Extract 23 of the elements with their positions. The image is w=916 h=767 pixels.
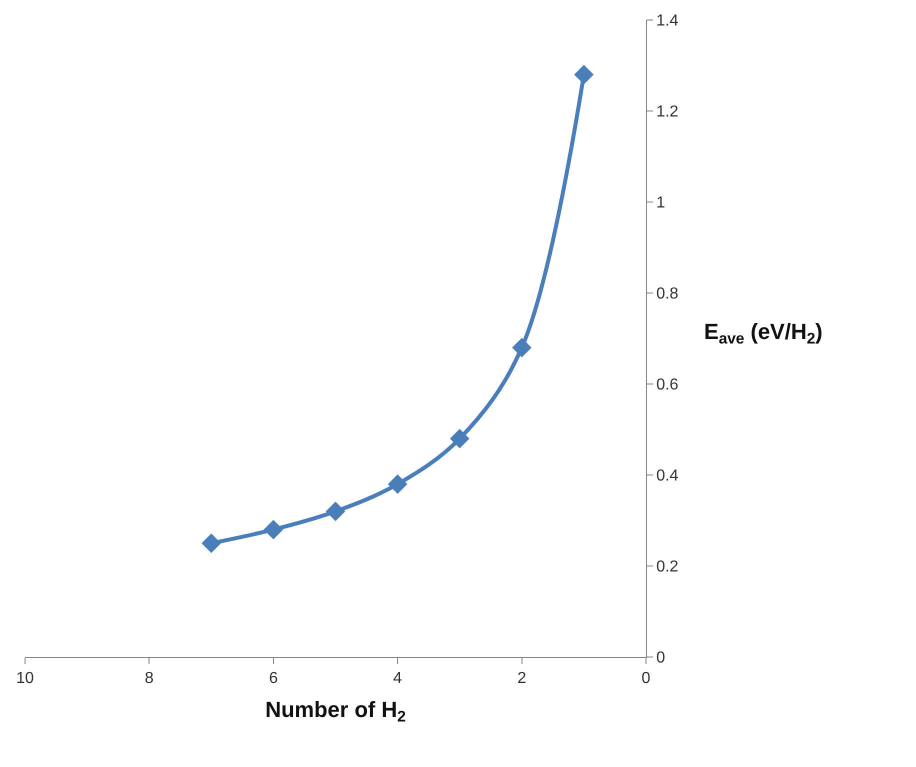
x-tick-label: 6 (268, 670, 278, 688)
point (574, 64, 594, 84)
y-tick-label: 0.6 (656, 376, 679, 394)
x-tick-label: 2 (517, 670, 526, 688)
point (388, 474, 408, 494)
x-tick-label: 4 (393, 670, 402, 688)
x-tick-label: 10 (16, 670, 34, 688)
y-tick-label: 1.4 (656, 12, 679, 30)
y-tick-label: 0.8 (656, 286, 679, 303)
y-axis-title: E$_{ave}$ (eV/H$_{2}$) (704, 319, 823, 348)
y-tick-label: 0.4 (656, 468, 679, 485)
y-tick-label: 0.2 (656, 558, 679, 576)
x-axis-title: Number of H$_{2}$ (265, 697, 406, 726)
point (450, 428, 470, 448)
y-tick-label: 0 (656, 650, 666, 667)
y-tick-label: 1 (656, 194, 666, 212)
point (264, 520, 284, 540)
y-tick-label: 1.2 (656, 104, 679, 121)
x-tick-label: 0 (642, 670, 651, 688)
point (326, 502, 346, 522)
x-tick-label: 8 (144, 670, 154, 688)
point (512, 338, 532, 358)
point (202, 534, 222, 553)
